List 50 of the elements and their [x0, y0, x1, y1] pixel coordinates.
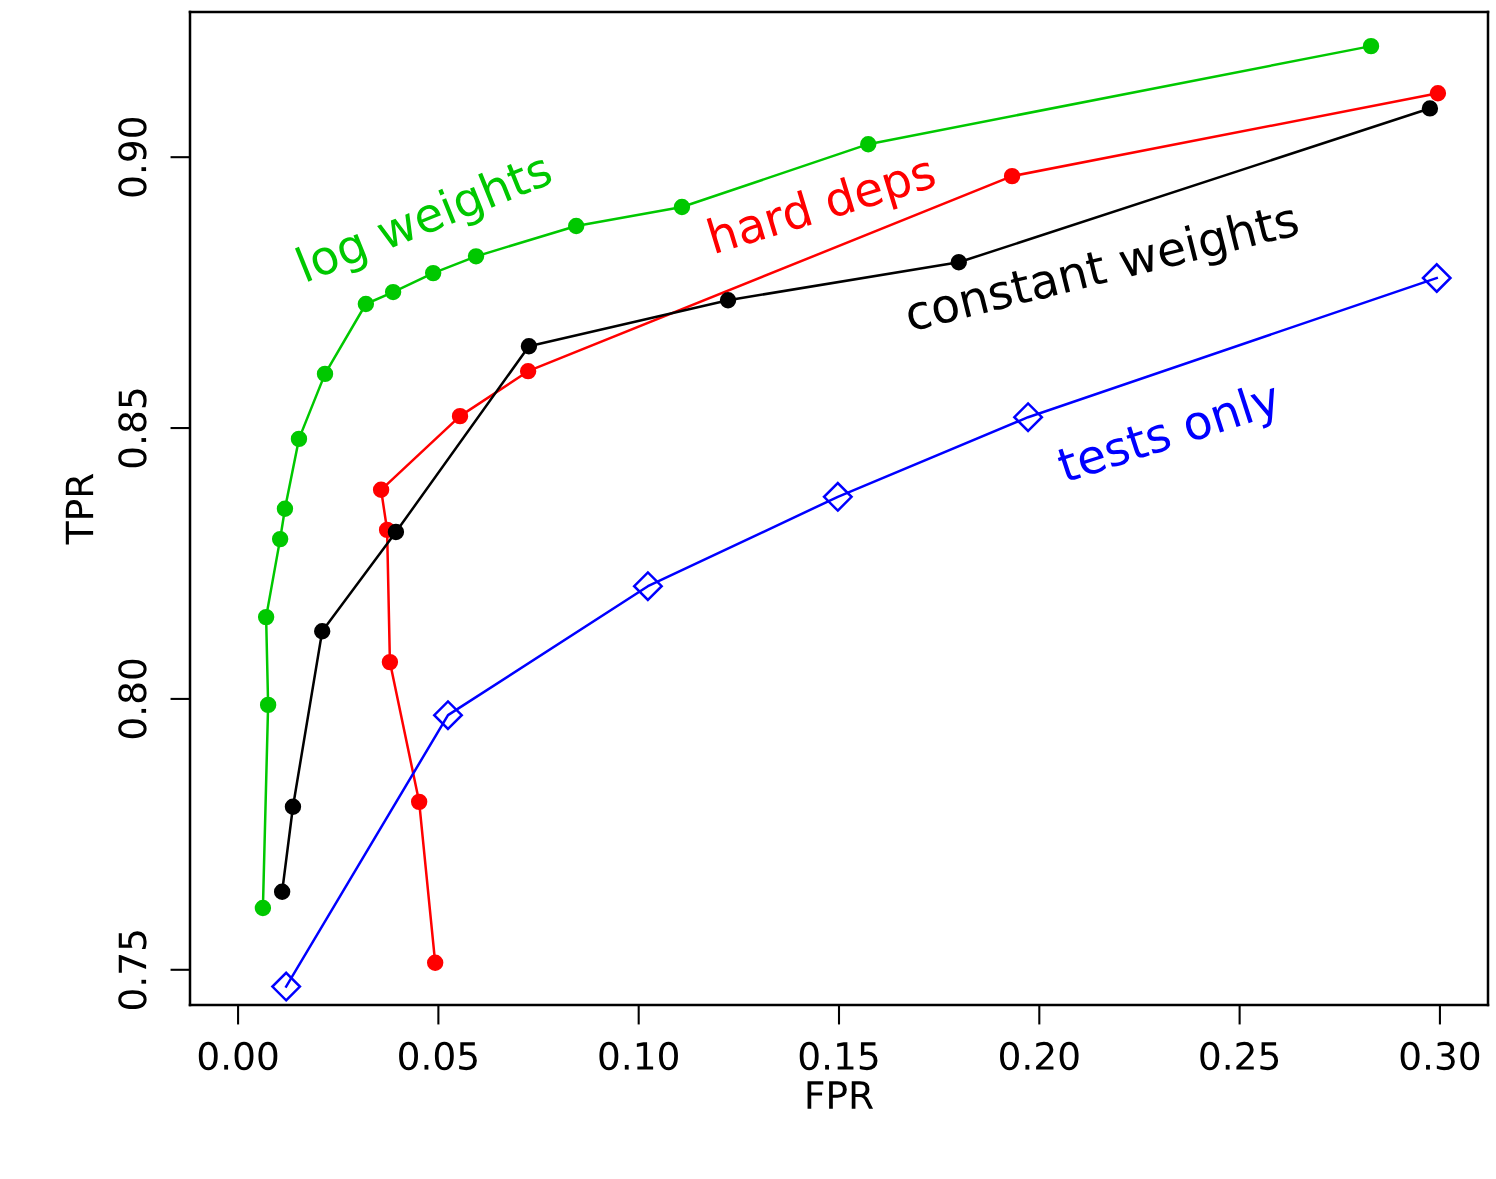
point [568, 217, 585, 235]
point [271, 530, 289, 548]
point [284, 798, 302, 815]
x-tick-label: 0.20 [1000, 1041, 1079, 1071]
point [259, 696, 277, 714]
x-axis-title: FPR [807, 1081, 874, 1109]
point [822, 481, 853, 512]
point [424, 264, 442, 282]
point [1362, 37, 1380, 55]
point [372, 481, 390, 498]
point [520, 338, 538, 355]
point [1003, 167, 1021, 185]
point [1013, 402, 1044, 433]
y-tick-label: 0.85 [118, 389, 147, 468]
point [314, 623, 331, 640]
x-tick-label: 0.30 [1400, 1041, 1480, 1071]
point [254, 899, 272, 917]
y-tick-label: 0.90 [118, 117, 147, 197]
point [276, 500, 294, 517]
point [410, 793, 428, 811]
x-tick-label: 0.00 [198, 1041, 278, 1071]
point [316, 365, 334, 383]
x-tick-label: 0.05 [399, 1041, 477, 1071]
point [384, 283, 402, 301]
y-tick-label: 0.80 [118, 659, 147, 739]
point [357, 295, 375, 313]
point [451, 407, 469, 425]
point [433, 700, 463, 731]
point [1429, 85, 1447, 102]
point [673, 198, 691, 216]
point [719, 292, 737, 309]
y-axis-title: TPR [65, 473, 94, 545]
y-tick-label: 0.75 [118, 931, 147, 1010]
point [1421, 262, 1452, 293]
point [426, 954, 444, 971]
point [381, 653, 399, 671]
point [467, 248, 485, 265]
point [632, 571, 663, 602]
point [271, 971, 302, 1002]
text: tests only [1054, 378, 1286, 492]
x-tick-label: 0.25 [1200, 1041, 1279, 1071]
x-tick-label: 0.10 [599, 1041, 678, 1071]
point [273, 883, 291, 900]
point [257, 608, 275, 626]
point [1421, 100, 1439, 117]
point [387, 523, 405, 541]
x-tick-label: 0.15 [799, 1041, 878, 1071]
point [290, 430, 308, 448]
point [860, 135, 877, 153]
point [519, 362, 537, 380]
